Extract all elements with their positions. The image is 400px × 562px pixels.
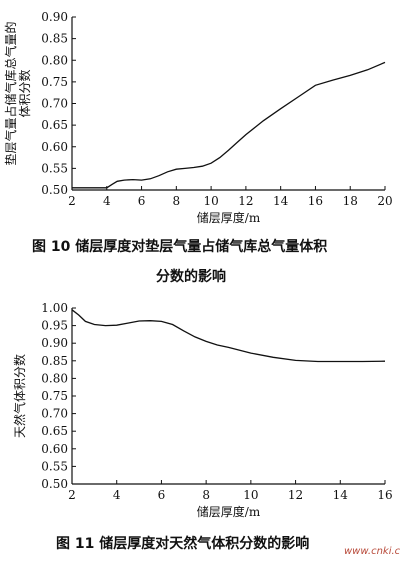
y-tick-label: 0.75	[41, 389, 68, 403]
x-tick-label: 16	[308, 194, 323, 208]
x-tick-label: 16	[377, 488, 392, 502]
y-tick-label: 0.60	[41, 442, 68, 456]
x-tick-label: 10	[203, 194, 218, 208]
x-tick-label: 2	[68, 194, 76, 208]
y-tick-label: 0.65	[41, 118, 68, 132]
x-axis-label: 储层厚度/m	[197, 210, 261, 225]
x-tick-label: 8	[202, 488, 210, 502]
y-tick-label: 0.70	[41, 97, 68, 111]
y-tick-label: 0.80	[41, 371, 68, 385]
y-tick-label: 0.60	[41, 140, 68, 154]
x-tick-label: 6	[138, 194, 146, 208]
x-tick-label: 12	[288, 488, 303, 502]
y-axis-label: 天然气体积分数	[12, 354, 27, 438]
watermark: www.cnki.cn	[344, 546, 400, 557]
y-tick-label: 0.85	[41, 354, 68, 368]
y-tick-label: 0.55	[41, 459, 68, 473]
y-tick-label: 0.95	[41, 319, 68, 333]
figure-11-caption: 图 11 储层厚度对天然气体积分数的影响	[56, 536, 310, 552]
x-tick-label: 18	[343, 194, 358, 208]
chart-11: 2 4 6 8 10 12 14 16 0.50 0.55 0.60 0.65 0.70 0.75 0.80…	[12, 301, 393, 519]
y-tick-label: 0.70	[41, 407, 68, 421]
y-axis-label: 垫层气量占储气库总气量的	[3, 21, 18, 165]
x-tick-label: 8	[173, 194, 181, 208]
x-tick-label: 10	[243, 488, 258, 502]
y-tick-label: 0.50	[41, 477, 68, 491]
y-tick-label: 0.50	[41, 183, 68, 197]
y-tick-label: 0.90	[41, 10, 68, 24]
x-axis-label: 储层厚度/m	[197, 504, 261, 519]
x-tick-label: 6	[158, 488, 166, 502]
y-tick-label: 0.55	[41, 161, 68, 175]
figure-10-caption-line1: 图 10 储层厚度对垫层气量占储气库总气量体积	[32, 239, 328, 255]
x-tick-label: 12	[238, 194, 253, 208]
y-tick-label: 0.65	[41, 424, 68, 438]
series-line	[72, 61, 386, 189]
chart-10: 2 4 6 8 10 12 14 16 18 20 0.50 0.55 0.60 0.65 0.70 0.75…	[3, 10, 393, 225]
y-axis-label: 体积分数	[17, 69, 32, 117]
y-tick-label: 0.75	[41, 75, 68, 89]
x-tick-label: 2	[68, 488, 76, 502]
series-line	[71, 309, 386, 363]
y-tick-label: 0.85	[41, 32, 68, 46]
x-tick-label: 14	[333, 488, 349, 502]
y-tick-label: 1.00	[41, 301, 68, 315]
x-tick-label: 4	[113, 488, 121, 502]
y-tick-label: 0.90	[41, 336, 68, 350]
y-tick-label: 0.80	[41, 53, 68, 67]
figure-10-caption-line2: 分数的影响	[156, 269, 226, 285]
x-tick-label: 14	[273, 194, 289, 208]
x-tick-label: 4	[103, 194, 111, 208]
x-tick-label: 20	[377, 194, 392, 208]
